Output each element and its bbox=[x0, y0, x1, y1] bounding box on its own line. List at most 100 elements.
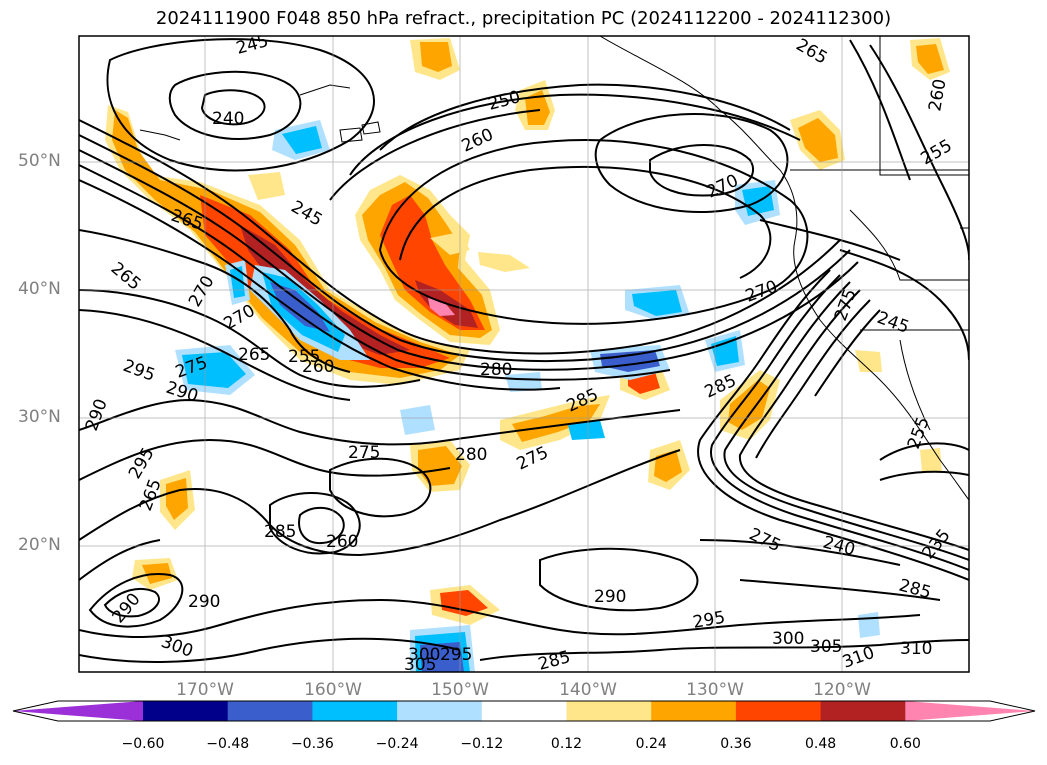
contour-label: 310 bbox=[900, 639, 932, 659]
map-frame bbox=[78, 35, 970, 673]
contour-label: 265 bbox=[238, 345, 270, 365]
contour-line bbox=[349, 93, 801, 176]
precip-anomaly-patch bbox=[440, 590, 488, 616]
map-title: 2024111900 F048 850 hPa refract., precip… bbox=[155, 8, 892, 29]
precip-anomaly-layer bbox=[105, 38, 950, 672]
contour-line bbox=[759, 219, 901, 261]
lon-label-170w: 170°W bbox=[176, 680, 234, 700]
precip-anomaly-patch bbox=[282, 126, 322, 154]
contour-line bbox=[79, 229, 351, 373]
precip-anomaly-patch bbox=[166, 478, 188, 520]
precip-anomaly-patch bbox=[525, 90, 550, 125]
contour-label: 260 bbox=[302, 357, 334, 377]
contour-line bbox=[79, 134, 851, 363]
contour-label: 300 bbox=[772, 629, 804, 649]
contour-line bbox=[79, 637, 461, 663]
contour-line bbox=[378, 139, 809, 325]
contour-line bbox=[839, 249, 969, 361]
contour-line bbox=[739, 579, 941, 601]
lon-label-150w: 150°W bbox=[431, 680, 489, 700]
lat-label-50n: 50°N bbox=[18, 151, 61, 171]
contour-label: 290 bbox=[594, 587, 626, 607]
colorbar-tick-label: 0.60 bbox=[889, 736, 921, 752]
contour-line bbox=[298, 506, 345, 545]
precip-anomaly-patch bbox=[798, 118, 838, 162]
contour-label: 240 bbox=[212, 109, 244, 129]
colorbar-segment bbox=[651, 701, 737, 721]
precip-anomaly-patch bbox=[112, 110, 460, 378]
lat-label-20n: 20°N bbox=[18, 535, 61, 555]
lat-label-30n: 30°N bbox=[18, 407, 61, 427]
precip-anomaly-patch bbox=[505, 372, 542, 392]
contour-line bbox=[168, 70, 302, 140]
precip-anomaly-patch bbox=[632, 290, 682, 316]
precip-anomaly-patch bbox=[568, 420, 605, 440]
contour-line bbox=[329, 457, 432, 518]
coastline bbox=[361, 121, 381, 135]
contour-line bbox=[649, 144, 755, 197]
precip-anomaly-patch bbox=[512, 404, 600, 442]
contour-line bbox=[849, 39, 911, 181]
contour-line bbox=[738, 289, 969, 551]
contour-line bbox=[399, 166, 772, 279]
precip-anomaly-patch bbox=[478, 252, 530, 272]
coastline bbox=[139, 129, 181, 141]
contour-line bbox=[329, 109, 541, 201]
colorbar-segment bbox=[143, 701, 229, 721]
contour-label: 295 bbox=[440, 645, 472, 665]
colorbar-segment bbox=[905, 701, 1035, 721]
precip-anomaly-patch bbox=[400, 405, 435, 435]
colorbar-tick-label: −0.60 bbox=[121, 736, 165, 752]
contour-label: 290 bbox=[188, 592, 220, 612]
contour-label: 285 bbox=[264, 522, 296, 542]
coastline bbox=[879, 36, 969, 176]
contour-label: 280 bbox=[455, 445, 487, 465]
colorbar bbox=[12, 700, 1036, 722]
precip-anomaly-patch bbox=[654, 450, 682, 482]
contour-label: 280 bbox=[480, 360, 512, 380]
coastline bbox=[899, 339, 931, 431]
contour-line bbox=[79, 164, 671, 381]
refractivity-contours bbox=[79, 38, 969, 663]
coastline bbox=[339, 127, 363, 143]
lon-label-140w: 140°W bbox=[559, 680, 617, 700]
colorbar-segment bbox=[566, 701, 652, 721]
colorbar-segment bbox=[13, 701, 143, 721]
contour-label: 305 bbox=[810, 637, 842, 657]
precip-anomaly-patch bbox=[855, 350, 882, 372]
precip-anomaly-patch bbox=[182, 352, 246, 388]
colorbar-tick-label: 0.24 bbox=[635, 736, 667, 752]
colorbar-segment bbox=[735, 701, 822, 721]
contour-line bbox=[699, 539, 901, 566]
contour-line bbox=[200, 89, 266, 126]
colorbar-tick-label: −0.36 bbox=[290, 736, 334, 752]
precip-anomaly-patch bbox=[420, 642, 464, 672]
precip-anomaly-patch bbox=[270, 282, 330, 332]
contour-line bbox=[79, 539, 161, 581]
precip-anomaly-patch bbox=[711, 336, 739, 366]
contour-line bbox=[79, 309, 351, 401]
precip-anomaly-patch bbox=[428, 298, 455, 316]
colorbar-tick-label: 0.12 bbox=[550, 736, 583, 752]
contour-line bbox=[755, 299, 871, 459]
contour-label: 305 bbox=[404, 655, 436, 675]
colorbar-tick-label: −0.12 bbox=[460, 736, 504, 752]
contour-line bbox=[723, 281, 969, 561]
precip-anomaly-patch bbox=[916, 44, 944, 74]
colorbar-segment bbox=[820, 701, 906, 721]
contour-line bbox=[106, 38, 375, 172]
precip-anomaly-patch bbox=[248, 172, 285, 200]
coastline-layer bbox=[139, 36, 969, 501]
contour-line bbox=[710, 274, 969, 571]
contour-label: 260 bbox=[326, 532, 358, 552]
contour-line bbox=[879, 470, 969, 481]
contour-line bbox=[879, 442, 969, 461]
gridlines bbox=[79, 36, 969, 672]
contour-label: 255 bbox=[288, 347, 320, 367]
contour-line bbox=[79, 289, 421, 388]
precip-anomaly-patch bbox=[380, 195, 485, 330]
coastline bbox=[299, 84, 351, 96]
colorbar-segment bbox=[227, 701, 313, 721]
precip-anomaly-patch bbox=[240, 225, 410, 355]
